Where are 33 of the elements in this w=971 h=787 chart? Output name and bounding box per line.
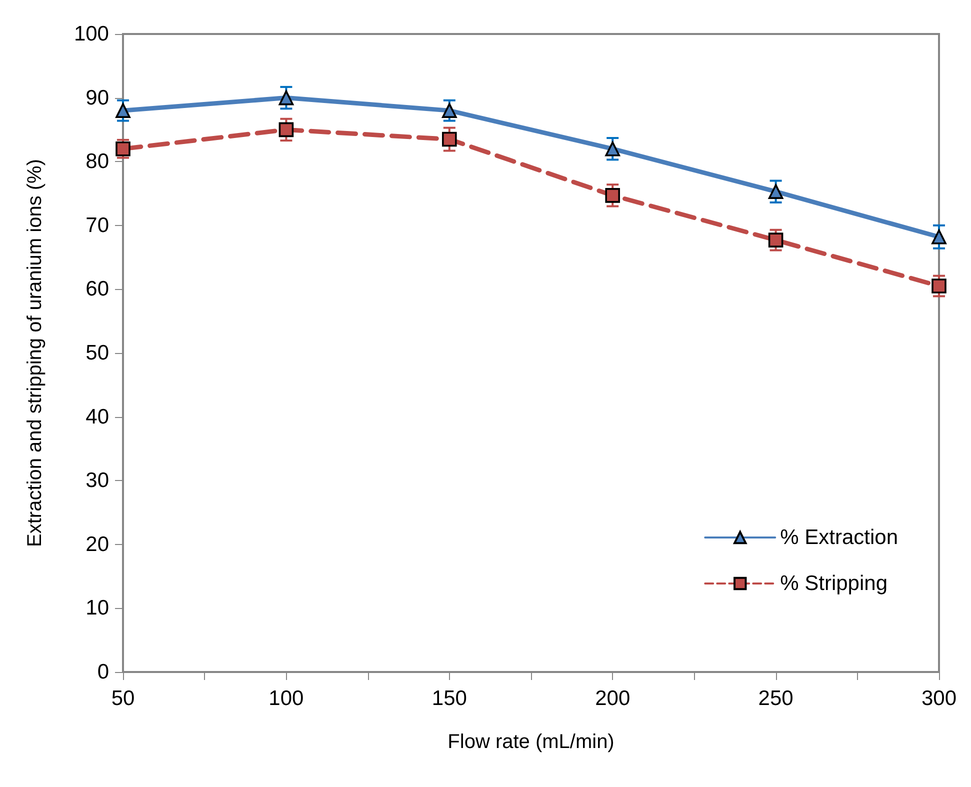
point	[932, 278, 946, 294]
y-tick-label: 90	[86, 86, 109, 110]
y-tick-label: 80	[86, 150, 109, 174]
y-tick-label: 70	[86, 214, 109, 237]
y-tick-label: 100	[74, 22, 109, 46]
point	[768, 184, 784, 199]
x-tick-label: 300	[921, 687, 957, 710]
legend-label: % Extraction	[780, 526, 898, 549]
y-tick-label: 10	[86, 596, 109, 620]
y-tick-label: 60	[86, 278, 109, 301]
point	[116, 141, 130, 156]
x-tick-label: 250	[758, 687, 794, 710]
legend-label: % Stripping	[780, 572, 888, 595]
point	[605, 188, 620, 203]
point	[768, 232, 784, 248]
point	[442, 103, 457, 118]
x-tick-label: 200	[595, 687, 630, 710]
point	[116, 103, 130, 118]
y-axis-title: Extraction and stripping of uranium ions (%)	[24, 159, 46, 547]
point	[278, 90, 294, 106]
x-axis-title: Flow rate (mL/min)	[448, 731, 614, 753]
x-tick-label: 100	[268, 687, 304, 710]
y-tick-label: 20	[86, 532, 109, 556]
y-tick-label: 50	[86, 342, 109, 364]
point	[932, 229, 946, 244]
point	[442, 132, 457, 147]
y-tick-label: 30	[86, 469, 109, 492]
x-tick-label: 150	[432, 687, 467, 710]
y-tick-label: 0	[97, 660, 109, 684]
point	[605, 141, 620, 156]
y-tick-label: 40	[86, 405, 109, 428]
point	[278, 122, 294, 138]
x-tick-label: 50	[111, 687, 135, 710]
